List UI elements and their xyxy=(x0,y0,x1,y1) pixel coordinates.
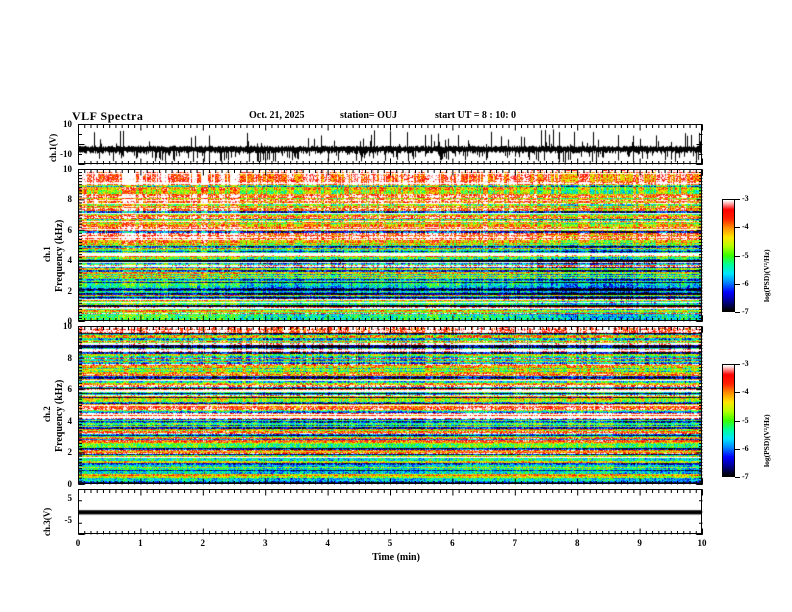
colorbar-tick--4: -4 xyxy=(742,387,749,397)
ytick-ch2-spectrogram-0: 0 xyxy=(67,479,73,489)
xtick-1: 1 xyxy=(138,538,143,548)
ytick-ch1-wf-10: 10 xyxy=(63,119,72,129)
colorbar-ch2-label: log(PSD)(V²/Hz) xyxy=(762,414,771,467)
panel-ch1-spectrogram xyxy=(78,169,702,321)
x-axis-title: Time (min) xyxy=(372,552,420,563)
panel-ch2-spectrogram xyxy=(78,326,702,484)
colorbar-tick--5: -5 xyxy=(742,250,749,260)
xtick-4: 4 xyxy=(325,538,330,548)
panel-ch1-waveform xyxy=(78,124,702,164)
colorbar-ch1-label: log(PSD)(V²/Hz) xyxy=(762,249,771,302)
colorbar-tick--7: -7 xyxy=(742,307,749,316)
colorbar-tick--7: -7 xyxy=(742,472,749,481)
ytick-ch3-wf-m5: -5 xyxy=(64,515,73,525)
colorbar-tick-mark xyxy=(735,255,740,257)
xtick-5: 5 xyxy=(387,538,393,548)
colorbar-ch1 xyxy=(722,199,735,312)
xtick-10: 10 xyxy=(697,538,707,548)
ytick-ch2-spectrogram-2: 2 xyxy=(67,447,73,458)
header-start-ut: start UT = 8 : 10: 0 xyxy=(435,110,517,121)
colorbar-tick--5: -5 xyxy=(742,415,749,425)
colorbar-tick--3: -3 xyxy=(742,194,749,203)
xtick-3: 3 xyxy=(262,538,268,548)
colorbar-ch2 xyxy=(722,364,735,477)
ytick-ch1-spectrogram-6: 6 xyxy=(67,224,73,235)
page-title: VLF Spectra xyxy=(72,109,144,123)
colorbar-tick--4: -4 xyxy=(742,222,749,232)
ytick-ch1-spectrogram-10: 10 xyxy=(63,164,72,174)
colorbar-tick-mark xyxy=(735,477,740,478)
colorbar-tick-mark xyxy=(735,392,740,394)
colorbar-tick-mark xyxy=(735,283,740,285)
ytick-ch2-spectrogram-6: 6 xyxy=(67,384,73,395)
colorbar-tick-mark xyxy=(735,448,740,450)
ytick-ch2-spectrogram-10: 10 xyxy=(63,321,72,331)
ytick-ch2-spectrogram-8: 8 xyxy=(67,352,73,363)
xtick-9: 9 xyxy=(637,538,642,548)
panel-ch3-waveform xyxy=(78,489,702,534)
colorbar-tick-mark xyxy=(735,227,740,229)
ytick-ch2-spectrogram-4: 4 xyxy=(67,415,73,426)
colorbar-tick-mark xyxy=(735,199,740,200)
colorbar-tick-mark xyxy=(735,364,740,365)
colorbar-tick--3: -3 xyxy=(742,359,749,368)
ytick-ch1-spectrogram-8: 8 xyxy=(67,194,73,205)
xtick-2: 2 xyxy=(200,538,206,548)
ytick-ch1-spectrogram-0: 0 xyxy=(67,316,73,326)
colorbar-tick-mark xyxy=(735,312,740,313)
xtick-6: 6 xyxy=(450,538,455,548)
xtick-0: 0 xyxy=(75,538,81,548)
colorbar-tick-mark xyxy=(735,420,740,422)
ytick-ch1-wf-m10: -10 xyxy=(60,149,72,159)
colorbar-tick--6: -6 xyxy=(742,278,749,288)
xtick-8: 8 xyxy=(574,538,580,548)
header-station: station= OUJ xyxy=(340,110,398,121)
ytick-ch1-spectrogram-4: 4 xyxy=(67,255,73,266)
colorbar-tick--6: -6 xyxy=(742,443,749,453)
ytick-ch1-spectrogram-2: 2 xyxy=(67,285,73,296)
ytick-ch3-wf-5: 5 xyxy=(67,493,73,503)
xtick-7: 7 xyxy=(512,538,518,548)
header-date: Oct. 21, 2025 xyxy=(249,110,305,121)
